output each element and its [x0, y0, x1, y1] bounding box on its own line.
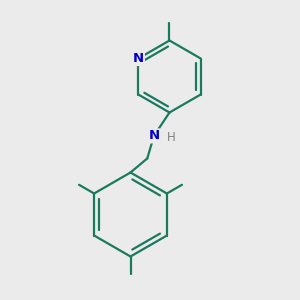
- Text: N: N: [148, 129, 160, 142]
- Text: H: H: [167, 131, 176, 144]
- Text: N: N: [133, 52, 144, 65]
